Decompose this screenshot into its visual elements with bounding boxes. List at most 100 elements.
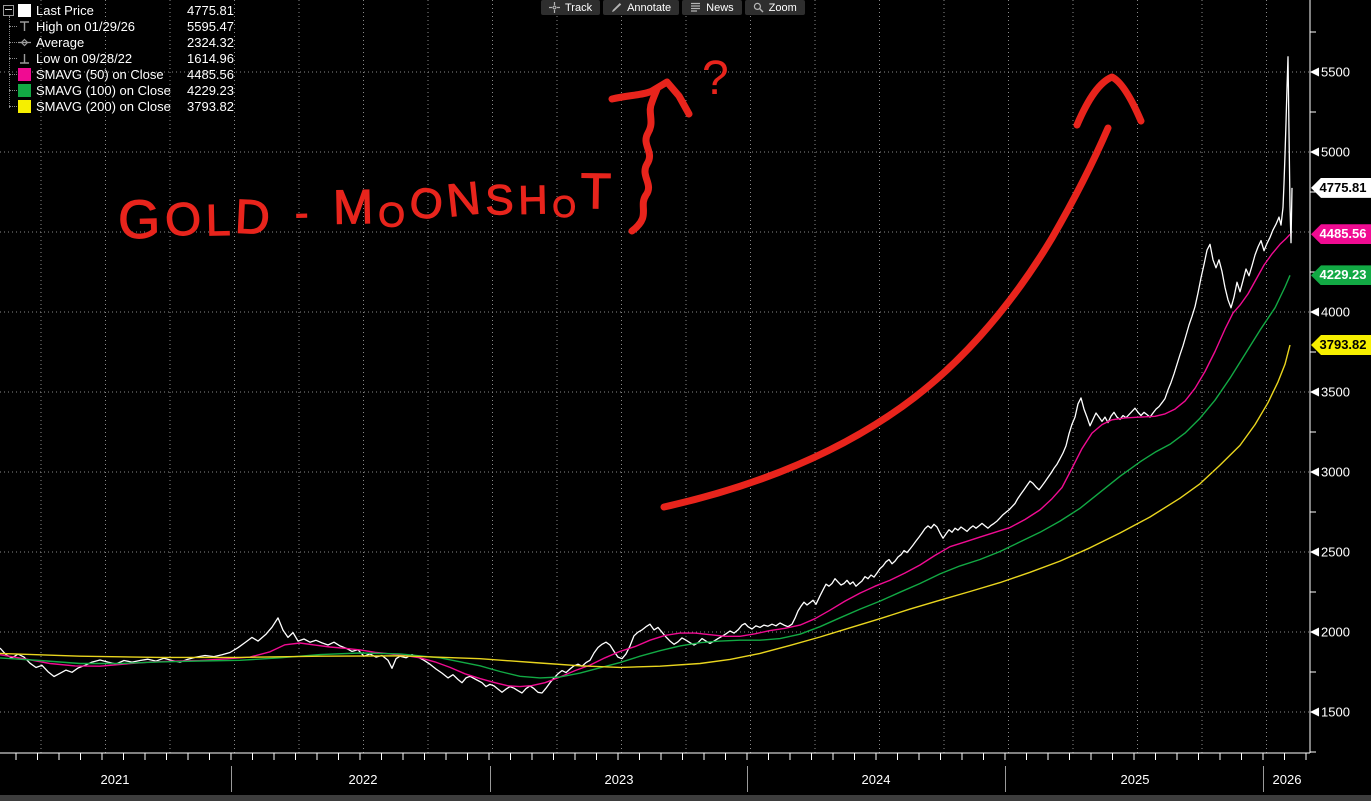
handwritten-letter: O: [162, 190, 204, 247]
legend-value: 3793.82: [187, 98, 234, 114]
zoom-button[interactable]: Zoom: [744, 0, 805, 15]
legend-label: Low on 09/28/22: [36, 50, 133, 66]
legend-row[interactable]: Low on 09/28/22 1614.96: [2, 50, 234, 66]
handwritten-letter: O: [406, 177, 445, 229]
legend-row[interactable]: SMAVG (200) on Close 3793.82: [2, 98, 234, 114]
annotation-question-mark: ?: [702, 52, 729, 105]
news-icon: [691, 2, 701, 12]
handwritten-letter: D: [234, 190, 272, 246]
low-marker-icon: [20, 53, 29, 64]
legend-tree-stub: [2, 41, 18, 43]
y-axis-label: 2500: [1321, 544, 1350, 560]
annotate-button[interactable]: Annotate: [603, 0, 680, 15]
handwritten-letter: O: [377, 196, 406, 236]
series-smavg-100-on-close: [0, 275, 1291, 679]
legend-swatch-icon: [18, 99, 31, 113]
price-tag: 4229.23: [1311, 265, 1371, 286]
legend-tree-stub: [2, 25, 18, 27]
handwritten-letter: -: [294, 191, 309, 236]
chart-legend: Last Price 4775.81 High on 01/29/26 5595.47…: [2, 2, 234, 114]
y-major-tick-arrow: [1310, 707, 1319, 717]
tree-stub: [9, 25, 17, 27]
y-major-tick-arrow: [1310, 147, 1319, 157]
annotation-big-arrow-shaft: [660, 124, 1112, 511]
chart-toolbar: Track Annotate News Zoom: [541, 0, 805, 15]
legend-row[interactable]: SMAVG (50) on Close 4485.56: [2, 66, 234, 82]
y-major-tick-arrow: [1310, 67, 1319, 77]
legend-label: Average: [36, 34, 85, 50]
month-ticks: [15, 753, 1307, 760]
price-tag: 4775.81: [1311, 177, 1371, 198]
y-major-tick-arrow: [1310, 547, 1319, 557]
legend-value: 4229.23: [187, 82, 234, 98]
legend-label: SMAVG (100) on Close: [36, 82, 171, 98]
legend-label: SMAVG (50) on Close: [36, 66, 164, 82]
news-button[interactable]: News: [682, 0, 742, 15]
legend-swatch-icon: [18, 3, 31, 17]
tree-stub: [9, 41, 17, 43]
track-button-label: Track: [565, 1, 593, 14]
y-axis-label: 2000: [1321, 624, 1350, 640]
legend-tree-stub: [2, 89, 18, 91]
year-label: 2022: [348, 772, 378, 787]
track-button[interactable]: Track: [541, 0, 601, 15]
y-axis-label: 3500: [1321, 384, 1350, 400]
high-marker-icon: [20, 20, 29, 31]
year-divider: [747, 766, 748, 792]
handwritten-letter: O: [552, 190, 577, 225]
legend-tree-connector: [9, 16, 10, 108]
y-major-tick-arrow: [1310, 307, 1319, 317]
legend-swatch-icon: [18, 83, 31, 97]
year-label: 2025: [1120, 772, 1150, 787]
year-divider: [1263, 766, 1264, 792]
legend-value: 5595.47: [187, 18, 234, 34]
legend-row[interactable]: Last Price 4775.81: [2, 2, 234, 18]
tree-stub: [9, 73, 17, 75]
annotation-gold-moonshot-text: GOLD - M OONS H OT: [117, 162, 617, 250]
handwritten-letter: M: [332, 180, 374, 235]
tree-stub: [9, 105, 17, 107]
handwritten-letter: T: [580, 162, 613, 220]
axis-lines: [0, 0, 1311, 754]
legend-collapse-gutter: [2, 4, 18, 16]
y-axis-label: 1500: [1321, 704, 1350, 720]
track-icon: [549, 2, 560, 13]
year-divider: [231, 766, 232, 792]
y-axis-label: 5000: [1321, 144, 1350, 160]
y-axis-label: 5500: [1321, 64, 1350, 80]
year-divider: [1005, 766, 1006, 792]
collapse-box-icon[interactable]: [3, 4, 14, 16]
annotate-icon: [612, 3, 622, 12]
handwritten-letter: L: [205, 195, 232, 246]
year-divider: [490, 766, 491, 792]
legend-label: Last Price: [36, 2, 94, 18]
y-major-tick-arrow: [1310, 627, 1319, 637]
legend-label: High on 01/29/26: [36, 18, 136, 34]
y-axis-label: 3000: [1321, 464, 1350, 480]
legend-row[interactable]: High on 01/29/26 5595.47: [2, 18, 234, 34]
legend-swatch-icon: [18, 67, 31, 81]
price-tag: 4485.56: [1311, 224, 1371, 245]
legend-row[interactable]: Average 2324.32: [2, 34, 234, 50]
legend-row[interactable]: SMAVG (100) on Close 4229.23: [2, 82, 234, 98]
legend-tree-stub: [2, 57, 18, 59]
annotation-big-arrow-head: [1073, 73, 1145, 129]
legend-tree-stub: [2, 105, 18, 107]
legend-value: 1614.96: [187, 50, 234, 66]
price-tag: 3793.82: [1311, 334, 1371, 355]
y-axis-label: 4000: [1321, 304, 1350, 320]
handwritten-letter: S: [484, 175, 514, 224]
annotation-squiggle-line: [628, 85, 661, 235]
legend-value: 2324.32: [187, 34, 234, 50]
handwritten-letter: G: [117, 189, 161, 251]
series-smavg-50-on-close: [0, 233, 1291, 688]
tree-stub: [9, 89, 17, 91]
handwritten-letter: H: [517, 178, 548, 224]
series-last-price: [0, 56, 1293, 694]
news-button-label: News: [706, 1, 734, 14]
time-axis-band[interactable]: 2021 2022 2023 2024 2025 2026: [0, 762, 1371, 795]
year-label: 2024: [861, 772, 891, 787]
